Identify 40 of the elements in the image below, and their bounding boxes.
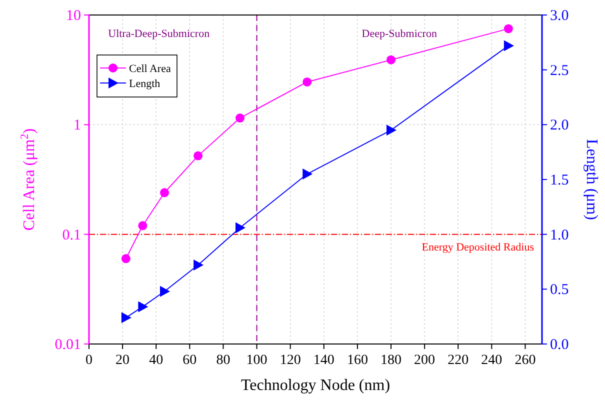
point bbox=[236, 114, 244, 123]
y-tick-label: 1 bbox=[74, 118, 81, 134]
y-tick-label: 0.01 bbox=[54, 337, 81, 353]
y2-axis-title: Length (μm) bbox=[583, 139, 600, 220]
y2-tick-label: 0.0 bbox=[550, 337, 569, 353]
x-tick-label: 0 bbox=[86, 353, 92, 368]
point bbox=[194, 151, 203, 160]
legend-label: Cell Area bbox=[129, 63, 171, 75]
x-axis-title: Technology Node (nm) bbox=[240, 377, 390, 394]
x-tick-label: 80 bbox=[216, 353, 230, 368]
x-tick-label: 40 bbox=[149, 353, 164, 368]
x-tick-label: 240 bbox=[481, 353, 502, 368]
point bbox=[386, 55, 396, 64]
y2-tick-label: 3.0 bbox=[550, 8, 569, 24]
annotation: Deep-Submicron bbox=[362, 28, 438, 40]
y2-tick-label: 0.5 bbox=[550, 282, 569, 298]
x-tick-label: 220 bbox=[448, 353, 469, 368]
x-tick-label: 260 bbox=[514, 353, 536, 368]
point bbox=[138, 221, 148, 230]
x-tick-label: 140 bbox=[313, 353, 334, 368]
x-tick-label: 160 bbox=[346, 353, 368, 368]
y2-tick-label: 1.0 bbox=[550, 227, 569, 244]
y-tick-label: 10 bbox=[66, 8, 81, 24]
x-tick-label: 180 bbox=[380, 353, 402, 368]
x-tick-label: 120 bbox=[280, 353, 301, 368]
point bbox=[504, 24, 513, 34]
y-tick-label: 0.1 bbox=[62, 227, 81, 244]
y2-tick-label: 2.0 bbox=[550, 118, 569, 134]
ref-line-label: Energy Deposited Radius bbox=[422, 241, 534, 254]
x-tick-label: 60 bbox=[182, 353, 197, 368]
legend-label: Length bbox=[129, 78, 161, 90]
annotation: Ultra-Deep-Submicron bbox=[108, 28, 210, 40]
y2-tick-label: 2.5 bbox=[550, 62, 569, 79]
x-tick-label: 100 bbox=[246, 353, 268, 368]
x-tick-label: 20 bbox=[116, 353, 130, 368]
point bbox=[160, 188, 169, 198]
point bbox=[121, 254, 130, 264]
y2-tick-label: 1.5 bbox=[550, 172, 569, 188]
x-tick-label: 200 bbox=[414, 353, 436, 368]
point bbox=[302, 77, 312, 86]
